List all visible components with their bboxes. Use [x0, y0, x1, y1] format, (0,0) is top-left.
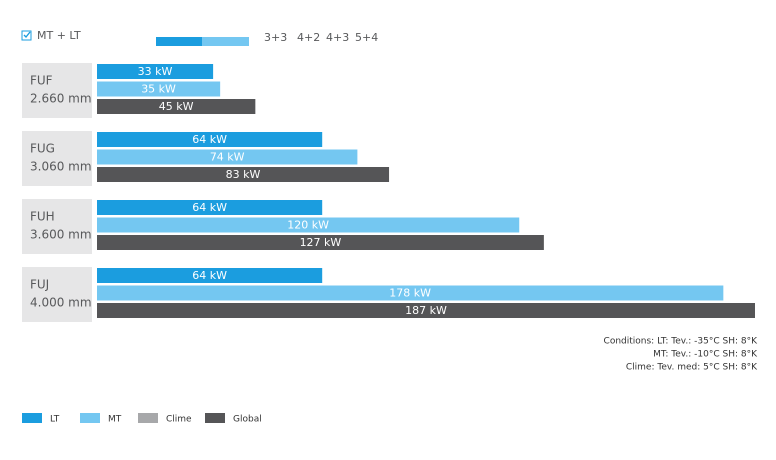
category-sublabel: 2.660 mm: [30, 92, 92, 106]
value-label: 35 kW: [141, 83, 176, 96]
checkbox-label[interactable]: MT + LT: [37, 29, 81, 42]
bar: [97, 200, 323, 215]
legend-label[interactable]: Clime: [166, 415, 192, 425]
legend-swatch[interactable]: [138, 413, 158, 423]
checkmark: [23, 31, 31, 39]
option[interactable]: 5+4: [355, 31, 378, 44]
category-box: [22, 63, 92, 118]
value-label: 64 kW: [192, 269, 227, 282]
bar: [97, 132, 323, 147]
value-label: 64 kW: [192, 133, 227, 146]
bar: [97, 217, 520, 233]
bar: [97, 285, 724, 301]
bar: [97, 268, 323, 283]
legend-swatch[interactable]: [80, 413, 100, 423]
bar: [97, 64, 214, 79]
option[interactable]: 3+3: [264, 31, 287, 44]
value-label: 64 kW: [192, 201, 227, 214]
value-label: 33 kW: [138, 65, 173, 78]
legend-label[interactable]: MT: [108, 415, 122, 425]
checkbox[interactable]: [21, 30, 32, 41]
legend-label[interactable]: Global: [233, 415, 262, 425]
category-sublabel: 4.000 mm: [30, 296, 92, 310]
value-label: 83 kW: [226, 168, 261, 181]
conditions: MT: Tev.: -10°C SH: 8°K: [653, 350, 758, 360]
category-label: FUF: [30, 74, 53, 88]
toggle-right[interactable]: [202, 37, 249, 46]
value-label: 187 kW: [405, 304, 447, 317]
value-label: 45 kW: [159, 100, 194, 113]
category-box: [22, 199, 92, 254]
bar: [97, 235, 544, 250]
toggle-left[interactable]: [156, 37, 202, 46]
category-label: FUH: [30, 210, 55, 224]
conditions: Clime: Tev. med: 5°C SH: 8°K: [626, 363, 758, 373]
category-box: [22, 267, 92, 322]
bar: [97, 81, 221, 97]
value-label: 127 kW: [300, 236, 342, 249]
option[interactable]: 4+3: [326, 31, 349, 44]
category-label: FUJ: [30, 278, 49, 292]
bar: [97, 303, 755, 318]
value-label: 74 kW: [210, 151, 245, 164]
option[interactable]: 4+2: [297, 31, 320, 44]
category-label: FUG: [30, 142, 55, 156]
bar: [97, 149, 358, 165]
category-sublabel: 3.600 mm: [30, 228, 92, 242]
conditions: Conditions: LT: Tev.: -35°C SH: 8°K: [604, 337, 759, 347]
bar: [97, 167, 390, 182]
category-box: [22, 131, 92, 186]
legend-swatch[interactable]: [22, 413, 42, 423]
value-label: 178 kW: [389, 287, 431, 300]
category-sublabel: 3.060 mm: [30, 160, 92, 174]
legend-label[interactable]: LT: [50, 415, 60, 425]
legend-swatch[interactable]: [205, 413, 225, 423]
bar: [97, 99, 256, 114]
value-label: 120 kW: [287, 219, 329, 232]
